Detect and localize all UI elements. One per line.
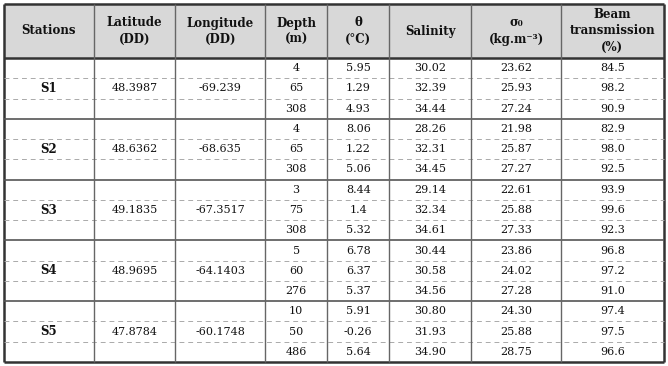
Text: 308: 308 bbox=[285, 164, 307, 175]
Text: 28.26: 28.26 bbox=[414, 124, 446, 134]
Text: 308: 308 bbox=[285, 225, 307, 235]
Text: 5: 5 bbox=[293, 246, 300, 255]
Text: 27.24: 27.24 bbox=[500, 104, 532, 114]
Text: 84.5: 84.5 bbox=[600, 63, 625, 73]
Text: 91.0: 91.0 bbox=[600, 286, 625, 296]
Text: -0.26: -0.26 bbox=[344, 326, 373, 337]
Text: -68.635: -68.635 bbox=[199, 144, 242, 154]
Text: 486: 486 bbox=[285, 347, 307, 357]
Text: 34.45: 34.45 bbox=[414, 164, 446, 175]
Text: 97.2: 97.2 bbox=[600, 266, 625, 276]
Text: 90.9: 90.9 bbox=[600, 104, 625, 114]
Text: -69.239: -69.239 bbox=[199, 83, 242, 93]
Text: Stations: Stations bbox=[21, 25, 76, 37]
Text: 50: 50 bbox=[289, 326, 303, 337]
Text: 34.61: 34.61 bbox=[414, 225, 446, 235]
Text: 1.22: 1.22 bbox=[346, 144, 371, 154]
Text: 30.44: 30.44 bbox=[414, 246, 446, 255]
Text: 49.1835: 49.1835 bbox=[112, 205, 158, 215]
Text: Depth
(m): Depth (m) bbox=[276, 16, 316, 45]
Text: 308: 308 bbox=[285, 104, 307, 114]
Text: 93.9: 93.9 bbox=[600, 185, 625, 195]
Text: 25.87: 25.87 bbox=[500, 144, 532, 154]
Text: 75: 75 bbox=[289, 205, 303, 215]
Text: 98.2: 98.2 bbox=[600, 83, 625, 93]
Text: 97.5: 97.5 bbox=[600, 326, 625, 337]
Text: 96.8: 96.8 bbox=[600, 246, 625, 255]
Text: 27.27: 27.27 bbox=[500, 164, 532, 175]
Text: 65: 65 bbox=[289, 144, 303, 154]
Text: θ
(°C): θ (°C) bbox=[345, 16, 371, 45]
Bar bbox=[4, 4, 664, 58]
Text: 48.6362: 48.6362 bbox=[112, 144, 158, 154]
Text: σ₀
(kg.m⁻³): σ₀ (kg.m⁻³) bbox=[488, 16, 544, 45]
Text: 31.93: 31.93 bbox=[414, 326, 446, 337]
Text: 82.9: 82.9 bbox=[600, 124, 625, 134]
Text: 5.91: 5.91 bbox=[346, 306, 371, 316]
Text: Latitude
(DD): Latitude (DD) bbox=[107, 16, 162, 45]
Text: 25.88: 25.88 bbox=[500, 326, 532, 337]
Text: 6.78: 6.78 bbox=[346, 246, 371, 255]
Text: Beam
transmission
(%): Beam transmission (%) bbox=[570, 8, 655, 53]
Text: 10: 10 bbox=[289, 306, 303, 316]
Text: 65: 65 bbox=[289, 83, 303, 93]
Text: 29.14: 29.14 bbox=[414, 185, 446, 195]
Text: 6.37: 6.37 bbox=[346, 266, 371, 276]
Text: 34.44: 34.44 bbox=[414, 104, 446, 114]
Text: 99.6: 99.6 bbox=[600, 205, 625, 215]
Text: 30.80: 30.80 bbox=[414, 306, 446, 316]
Text: -67.3517: -67.3517 bbox=[195, 205, 245, 215]
Text: 4: 4 bbox=[293, 124, 300, 134]
Text: S1: S1 bbox=[41, 82, 57, 95]
Text: 92.5: 92.5 bbox=[600, 164, 625, 175]
Text: 96.6: 96.6 bbox=[600, 347, 625, 357]
Text: 47.8784: 47.8784 bbox=[112, 326, 158, 337]
Text: 22.61: 22.61 bbox=[500, 185, 532, 195]
Text: 32.31: 32.31 bbox=[414, 144, 446, 154]
Text: S5: S5 bbox=[41, 325, 57, 338]
Text: 92.3: 92.3 bbox=[600, 225, 625, 235]
Text: 34.56: 34.56 bbox=[414, 286, 446, 296]
Text: 23.86: 23.86 bbox=[500, 246, 532, 255]
Text: 60: 60 bbox=[289, 266, 303, 276]
Text: 24.30: 24.30 bbox=[500, 306, 532, 316]
Text: Longitude
(DD): Longitude (DD) bbox=[186, 16, 254, 45]
Text: 1.29: 1.29 bbox=[346, 83, 371, 93]
Text: 30.02: 30.02 bbox=[414, 63, 446, 73]
Text: 98.0: 98.0 bbox=[600, 144, 625, 154]
Text: Salinity: Salinity bbox=[405, 25, 456, 37]
Text: S2: S2 bbox=[40, 143, 57, 156]
Text: 21.98: 21.98 bbox=[500, 124, 532, 134]
Text: S3: S3 bbox=[40, 203, 57, 217]
Text: S4: S4 bbox=[41, 264, 57, 277]
Text: 5.32: 5.32 bbox=[346, 225, 371, 235]
Text: 5.37: 5.37 bbox=[346, 286, 371, 296]
Text: 27.33: 27.33 bbox=[500, 225, 532, 235]
Text: 276: 276 bbox=[285, 286, 307, 296]
Text: 5.95: 5.95 bbox=[346, 63, 371, 73]
Text: 5.06: 5.06 bbox=[346, 164, 371, 175]
Text: 48.9695: 48.9695 bbox=[112, 266, 158, 276]
Text: 4: 4 bbox=[293, 63, 300, 73]
Text: 34.90: 34.90 bbox=[414, 347, 446, 357]
Text: 27.28: 27.28 bbox=[500, 286, 532, 296]
Text: 4.93: 4.93 bbox=[346, 104, 371, 114]
Text: 25.93: 25.93 bbox=[500, 83, 532, 93]
Text: 5.64: 5.64 bbox=[346, 347, 371, 357]
Text: -64.1403: -64.1403 bbox=[195, 266, 245, 276]
Text: 8.44: 8.44 bbox=[346, 185, 371, 195]
Text: 97.4: 97.4 bbox=[600, 306, 625, 316]
Text: 32.34: 32.34 bbox=[414, 205, 446, 215]
Text: 8.06: 8.06 bbox=[346, 124, 371, 134]
Text: 30.58: 30.58 bbox=[414, 266, 446, 276]
Text: 3: 3 bbox=[293, 185, 300, 195]
Text: 28.75: 28.75 bbox=[500, 347, 532, 357]
Text: 23.62: 23.62 bbox=[500, 63, 532, 73]
Text: 48.3987: 48.3987 bbox=[112, 83, 158, 93]
Text: 24.02: 24.02 bbox=[500, 266, 532, 276]
Text: 1.4: 1.4 bbox=[349, 205, 367, 215]
Text: -60.1748: -60.1748 bbox=[195, 326, 245, 337]
Text: 32.39: 32.39 bbox=[414, 83, 446, 93]
Text: 25.88: 25.88 bbox=[500, 205, 532, 215]
